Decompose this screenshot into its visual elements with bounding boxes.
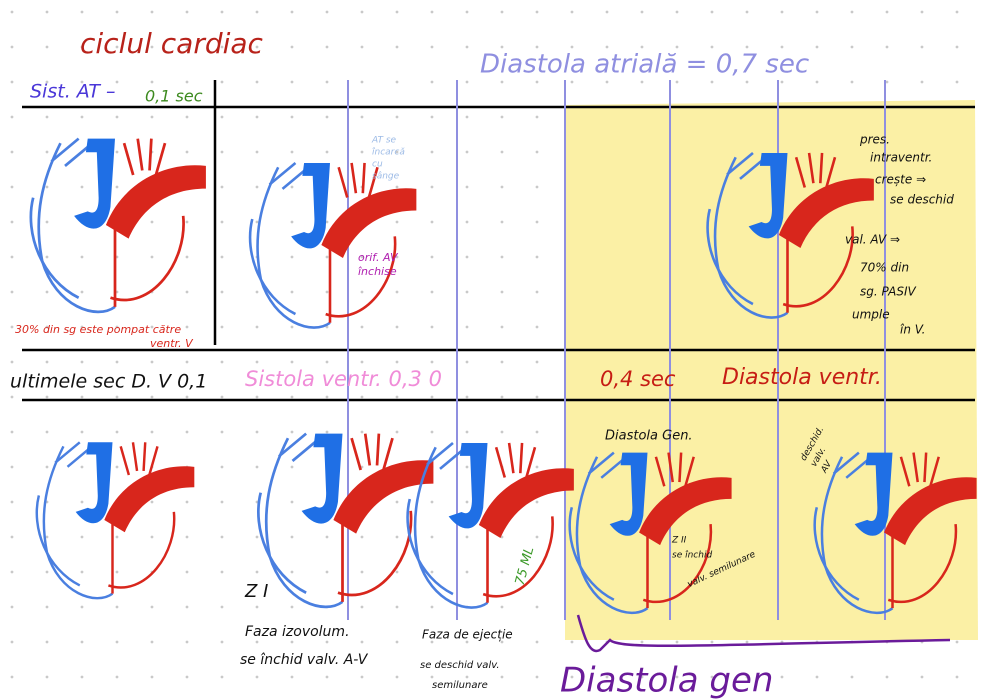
note-line: închise (358, 265, 397, 278)
ventricular-diastole: Diastola ventr. (722, 365, 882, 390)
note-line: sânge (372, 172, 400, 182)
note-line: pres. (859, 133, 890, 147)
note-line: sg. PASIV (860, 285, 917, 299)
note-line: în V. (900, 323, 925, 337)
atrial-systole-duration: 0,1 sec (145, 87, 203, 106)
note-line: AT se (371, 136, 397, 146)
column-lines (347, 80, 886, 620)
brace-line (576, 614, 951, 653)
pump-note: 30% din sg este pompat către (15, 323, 181, 336)
ventricular-diastole-duration: 0,4 sec (600, 367, 676, 391)
note-line: Z II (671, 536, 687, 546)
ventricular-systole: Sistola ventr. 0,3 0 (245, 367, 442, 391)
note-line: cu (372, 160, 383, 170)
ejection-note: semilunare (432, 680, 488, 691)
footer-label: Diastola gen (560, 661, 773, 699)
title: ciclul cardiac (80, 27, 264, 60)
note-line: orif. AV (358, 251, 399, 264)
general-diastole-label: Diastola Gen. (605, 429, 693, 444)
note-line: crește ⇒ (875, 173, 926, 187)
table-lines (22, 80, 975, 402)
note-line: val. AV ⇒ (845, 233, 900, 247)
ejection-note: Faza de ejecție (422, 628, 513, 642)
valves-note: orif. AV închise (358, 251, 399, 278)
isovolumetric-note: se închid valv. A-V (240, 652, 369, 668)
ejection-note: se deschid valv. (420, 660, 500, 671)
pump-note: ventr. V (150, 337, 194, 350)
note-line: se închid (672, 551, 712, 561)
note-line: umple (852, 308, 890, 322)
note-line: se deschid (890, 193, 954, 207)
note-line: intraventr. (870, 151, 932, 165)
atrial-systole: Sist. AT – (30, 81, 116, 103)
filling-note: AT se încarcă cu sânge (371, 136, 405, 182)
isovolumetric-note: Faza izovolum. (245, 624, 350, 640)
pressure-note: pres. intraventr. crește ⇒ se deschid va… (845, 133, 954, 337)
last-diastole: ultimele sec D. V 0,1 (10, 371, 207, 393)
atrial-diastole: Diastola atrială = 0,7 sec (480, 50, 809, 80)
first-sound: Z I (244, 581, 268, 602)
note-line: încarcă (372, 148, 405, 158)
note-line: 70% din (860, 261, 909, 275)
